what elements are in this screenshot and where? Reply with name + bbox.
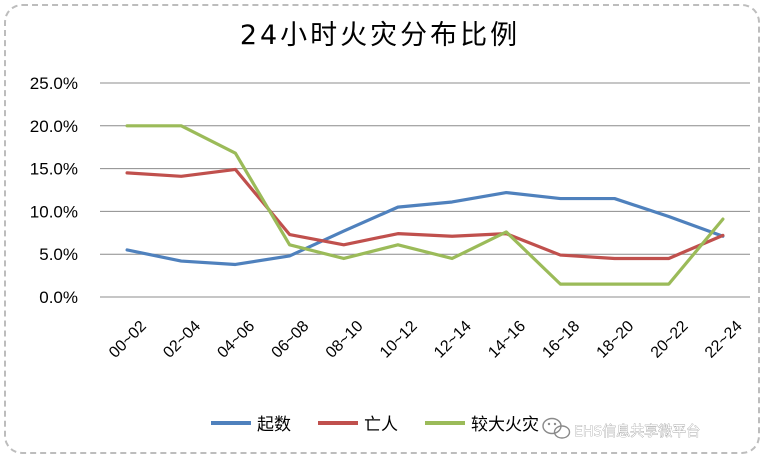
x-tick-label: 08~10 bbox=[323, 318, 367, 362]
y-tick-label: 20.0% bbox=[30, 117, 78, 136]
y-tick-label: 10.0% bbox=[30, 202, 78, 221]
x-tick-label: 20~22 bbox=[648, 318, 692, 362]
legend-label-0: 起数 bbox=[257, 415, 291, 435]
y-axis: 0.0% 5.0% 10.0% 15.0% 20.0% 25.0% bbox=[30, 74, 78, 307]
legend-label-2: 较大火灾 bbox=[471, 415, 539, 435]
legend-label-1: 亡人 bbox=[364, 415, 398, 435]
chart-frame bbox=[4, 4, 760, 454]
y-tick-label: 25.0% bbox=[30, 74, 78, 93]
gridlines bbox=[100, 82, 750, 298]
x-axis: 00~02 02~04 04~06 06~08 08~10 10~12 12~14 14~16… bbox=[106, 318, 746, 362]
y-tick-label: 5.0% bbox=[39, 245, 78, 264]
x-tick-label: 02~04 bbox=[160, 318, 204, 362]
watermark: EHS信息共享微平台 bbox=[542, 417, 701, 440]
x-tick-label: 22~24 bbox=[702, 318, 746, 362]
x-tick-label: 06~08 bbox=[269, 318, 313, 362]
chart-title: 24小时火灾分布比例 bbox=[240, 20, 520, 51]
series-line-1 bbox=[125, 167, 725, 261]
series-lines bbox=[125, 124, 725, 286]
x-tick-label: 12~14 bbox=[431, 318, 475, 362]
series-line-0 bbox=[125, 190, 725, 267]
wechat-icon bbox=[542, 417, 571, 439]
x-tick-label: 18~20 bbox=[594, 318, 638, 362]
y-tick-label: 15.0% bbox=[30, 160, 78, 179]
x-tick-label: 10~12 bbox=[377, 318, 421, 362]
x-tick-label: 04~06 bbox=[214, 318, 258, 362]
y-tick-label: 0.0% bbox=[39, 288, 78, 307]
series-line-2 bbox=[125, 124, 725, 286]
legend: 起数 亡人 较大火灾 bbox=[211, 415, 539, 435]
watermark-text: EHS信息共享微平台 bbox=[574, 423, 700, 440]
x-tick-label: 16~18 bbox=[539, 318, 583, 362]
x-tick-label: 14~16 bbox=[485, 318, 529, 362]
x-tick-label: 00~02 bbox=[106, 318, 150, 362]
